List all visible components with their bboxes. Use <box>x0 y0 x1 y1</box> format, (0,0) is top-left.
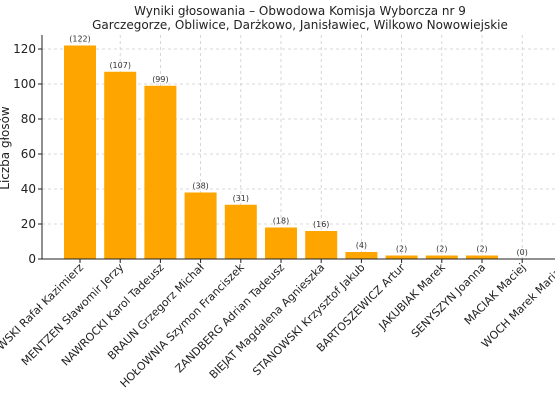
bar <box>224 204 257 259</box>
bar <box>425 255 458 259</box>
bars <box>64 45 498 259</box>
y-tick-label: 20 <box>21 217 36 231</box>
bar <box>385 255 418 259</box>
y-tick-label: 100 <box>13 77 36 91</box>
data-label: (0) <box>517 248 528 257</box>
bar <box>104 71 137 259</box>
data-labels: (122) (107) (99) (38) (31) (18) (16) (4) (2) (2) (… <box>69 35 528 258</box>
y-tick-label: 0 <box>28 252 36 266</box>
bar <box>305 231 338 259</box>
y-tick-labels: 0 20 40 60 80 100 120 <box>13 42 36 266</box>
bar <box>64 45 96 259</box>
x-tick-label: TRZASKOWSKI Rafał Kazimierz <box>0 261 86 390</box>
data-label: (2) <box>476 245 487 254</box>
y-tick-label: 40 <box>21 182 36 196</box>
data-label: (2) <box>396 245 407 254</box>
chart-subtitle: Garczegorze, Obliwice, Darżkowo, Janisła… <box>92 18 508 32</box>
x-tick-label: SENYSZYN Joanna <box>409 261 488 340</box>
data-label: (107) <box>109 61 131 70</box>
y-tick-label: 60 <box>21 147 36 161</box>
data-label: (2) <box>436 245 447 254</box>
chart-title-group: Wyniki głosowania – Obwodowa Komisja Wyb… <box>92 4 508 32</box>
bar <box>265 227 297 259</box>
data-label: (122) <box>69 35 91 44</box>
data-label: (31) <box>233 194 249 203</box>
bar <box>184 192 217 259</box>
y-axis-label: Liczba głosów <box>0 106 12 190</box>
x-tick-label: JAKUBIAK Marek <box>376 260 449 333</box>
data-label: (18) <box>273 217 289 226</box>
bar <box>144 85 177 259</box>
data-label: (16) <box>313 220 329 229</box>
data-label: (4) <box>356 241 367 250</box>
data-label: (99) <box>152 75 168 84</box>
data-label: (38) <box>192 182 208 191</box>
bar <box>466 255 498 259</box>
y-tick-label: 80 <box>21 112 36 126</box>
bar <box>345 252 378 259</box>
y-tick-label: 120 <box>13 42 36 56</box>
axes <box>38 35 555 263</box>
chart-title: Wyniki głosowania – Obwodowa Komisja Wyb… <box>134 4 466 18</box>
